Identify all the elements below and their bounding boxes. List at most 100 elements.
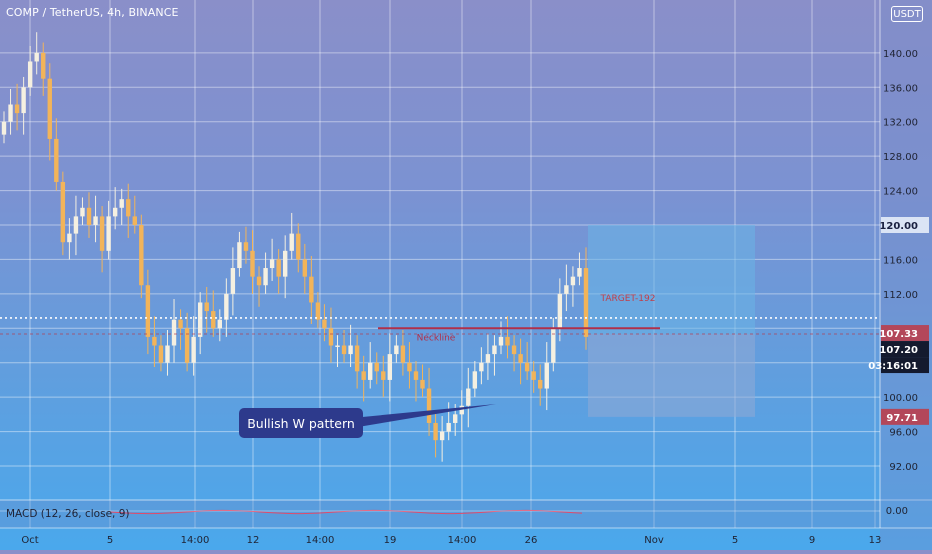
price-axis: 140.00 136.00 132.00 128.00 124.00 120.00 116.…: [868, 0, 932, 550]
y-tick-label: 100.00: [883, 393, 918, 404]
price-tag-top-bg: [881, 217, 929, 233]
x-tick-label: 14:00: [306, 535, 335, 546]
macd-bg: [0, 500, 880, 528]
price-tag-current: 107.33: [879, 329, 918, 340]
target-zone: [588, 225, 755, 335]
y-tick-label: 128.00: [883, 152, 918, 163]
candle-body: [8, 104, 13, 122]
candle-body: [420, 379, 425, 389]
candle-body: [459, 405, 464, 415]
candle-body: [191, 336, 196, 363]
macd-zero-label: 0.00: [886, 506, 908, 517]
candle-body: [243, 242, 249, 251]
candle-body: [139, 225, 144, 286]
y-tick-label: 96.00: [889, 428, 918, 439]
annotation-labels: Neckline TARGET-192 Bullish W pattern: [239, 294, 655, 438]
candle-body: [577, 268, 582, 277]
callout-text: Bullish W pattern: [247, 416, 355, 431]
grid: [0, 0, 880, 528]
price-tag-dotted-bg: [881, 341, 929, 358]
candle-body: [204, 302, 209, 312]
x-tick-label: 13: [869, 535, 882, 546]
candle-body: [21, 87, 26, 114]
x-tick-label: 12: [247, 535, 260, 546]
y-tick-label: 124.00: [883, 187, 918, 198]
x-tick-label: 5: [107, 535, 113, 546]
candle-body: [341, 345, 347, 355]
candle-body: [99, 216, 105, 251]
candle-body: [67, 233, 72, 243]
candle-body: [570, 276, 576, 286]
level-lines: [0, 317, 880, 335]
callout-pointer: [352, 404, 496, 428]
candle-body: [544, 362, 549, 389]
callout-box: [239, 408, 363, 438]
candle-body: [479, 362, 484, 372]
candle-body: [224, 293, 229, 320]
candle-body: [505, 336, 510, 346]
macd-line: [109, 509, 583, 515]
currency-badge[interactable]: USDT: [891, 6, 923, 22]
candle-body: [518, 354, 523, 363]
candle-body: [54, 138, 59, 182]
candle-body: [276, 259, 281, 277]
candle-body: [1, 121, 7, 135]
candle-body: [551, 328, 556, 363]
target-label: TARGET-192: [600, 294, 656, 304]
candle-body: [165, 345, 170, 363]
candle-body: [152, 336, 157, 346]
price-tag-top: 120.00: [879, 221, 918, 232]
neckline-label: Neckline: [417, 333, 456, 343]
position-boxes: [588, 225, 755, 417]
candle-body: [374, 362, 379, 372]
candle-body: [439, 431, 445, 441]
candle-body: [583, 268, 589, 337]
candle-body: [328, 328, 334, 346]
candle-body: [158, 345, 164, 363]
x-tick-label: 5: [732, 535, 738, 546]
y-tick-label: 116.00: [883, 255, 918, 266]
candle-body: [86, 207, 92, 225]
price-tag-stop: 97.71: [886, 413, 918, 424]
candle-body: [564, 285, 569, 294]
y-tick-label: 136.00: [883, 83, 918, 94]
candle-body: [132, 216, 137, 225]
candle-body: [282, 250, 288, 277]
candle-body: [394, 345, 399, 355]
macd-label[interactable]: MACD (12, 26, close, 9): [6, 508, 130, 520]
candle-body: [217, 319, 222, 329]
candle-body: [60, 181, 66, 243]
candle-body: [93, 216, 98, 225]
candle-body: [263, 268, 268, 286]
candle-body: [524, 362, 530, 372]
price-tag-dotted: 107.20: [879, 345, 918, 356]
candle-body: [27, 61, 33, 88]
symbol-title: COMP / TetherUS, 4h, BINANCE: [6, 6, 179, 19]
candle-body: [407, 362, 412, 372]
candle-body: [387, 354, 393, 380]
candle-body: [531, 371, 536, 380]
candle-body: [269, 259, 275, 269]
candle-body: [34, 52, 39, 62]
candle-body: [126, 199, 131, 217]
price-tag-stop-bg: [881, 408, 929, 425]
candle-body: [472, 371, 478, 389]
candle-body: [112, 207, 118, 217]
candle-body: [171, 319, 177, 346]
candle-body: [178, 319, 183, 329]
y-tick-label: 112.00: [883, 290, 918, 301]
candles: [1, 32, 589, 462]
candle-body: [426, 388, 432, 423]
candle-body: [289, 233, 294, 251]
candle-body: [197, 302, 203, 337]
candle-body: [302, 259, 308, 277]
candle-body: [14, 104, 20, 114]
y-tick-label: 92.00: [889, 462, 918, 473]
candle-body: [361, 371, 366, 380]
x-tick-label: 26: [525, 535, 538, 546]
candle-body: [106, 216, 111, 251]
price-axis-bg: [880, 0, 932, 550]
candle-body: [80, 207, 85, 217]
candle-body: [453, 414, 458, 423]
